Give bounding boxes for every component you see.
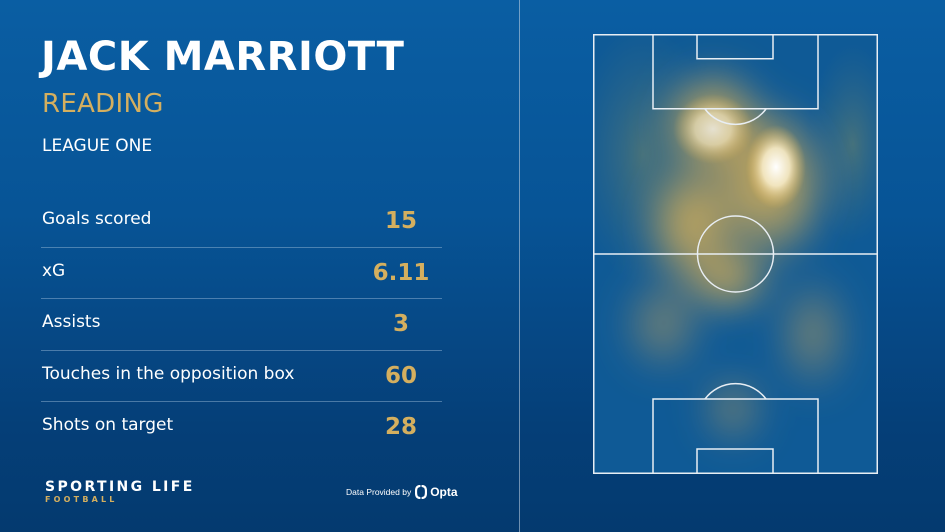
stat-label: xG: [42, 260, 66, 281]
heatmap-panel: [520, 0, 945, 532]
stat-label: Goals scored: [42, 209, 152, 229]
top-six-yard-box: [696, 34, 774, 60]
stat-value: 28: [384, 414, 417, 440]
bottom-six-yard-box: [696, 448, 774, 474]
center-circle: [696, 215, 775, 293]
pitch-heatmap: [593, 34, 878, 474]
player-name: JACK MARRIOTT: [41, 34, 405, 80]
bottom-penalty-arc: [704, 382, 767, 400]
top-penalty-arc: [704, 108, 767, 126]
provider-name: Opta: [430, 485, 458, 499]
stat-label: Assists: [42, 312, 101, 332]
heatmap-graphic: [593, 34, 878, 474]
heatmap-layer: [593, 34, 878, 474]
stat-row-goals: Goals scored 15: [41, 196, 442, 248]
stat-label: Touches in the opposition box: [42, 363, 295, 384]
stat-value: 15: [384, 208, 417, 234]
data-provider: Data Provided by Opta: [346, 485, 458, 499]
stat-label: Shots on target: [42, 415, 174, 435]
stat-row-shots-on-target: Shots on target 28: [41, 402, 442, 454]
stat-value: 3: [392, 311, 409, 337]
opta-logo-icon: [415, 485, 428, 499]
brand-sub: FOOTBALL: [45, 495, 118, 504]
sporting-life-logo: SPORTING LIFE FOOTBALL: [45, 479, 195, 505]
stat-row-xg: xG 6.11: [41, 248, 442, 299]
provider-text: Data Provided by: [346, 487, 412, 497]
club-name: READING: [42, 89, 164, 119]
pitch-lines: [593, 34, 878, 474]
stat-value: 60: [384, 362, 417, 389]
stats-table: Goals scored 15 xG 6.11 Assists 3 Touche…: [41, 196, 442, 454]
stats-panel: JACK MARRIOTT READING LEAGUE ONE Goals s…: [41, 34, 458, 505]
competition-name: LEAGUE ONE: [42, 136, 153, 156]
brand-main: SPORTING LIFE: [45, 479, 195, 495]
panel-divider: [519, 0, 520, 532]
stat-row-box-touches: Touches in the opposition box 60: [41, 351, 442, 402]
stat-row-assists: Assists 3: [41, 299, 442, 351]
stat-value: 6.11: [372, 259, 430, 286]
